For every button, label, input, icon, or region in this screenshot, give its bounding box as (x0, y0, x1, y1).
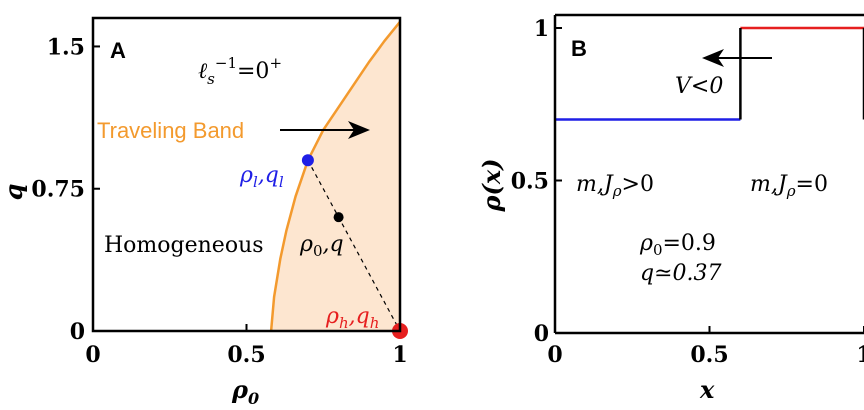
panel-label-a: A (110, 38, 126, 63)
y-tick-label-b: 0.5 (511, 169, 549, 195)
x-tick-label-a: 1 (392, 342, 407, 368)
x-axis-label-a: ρ0 (231, 375, 259, 408)
left-arrow-icon (702, 49, 772, 67)
panel-a: 0 0.5 1 0 0.75 1.5 A ℓs−1=0+ Traveling Band H… (0, 16, 408, 408)
homogeneous-label: Homogeneous (104, 233, 264, 258)
y-axis-label-b: ρ(x) (477, 159, 506, 213)
x-tick-label-b: 0.5 (690, 342, 728, 368)
ticks-b: 0 0.5 1 0 0.5 1 (511, 16, 864, 368)
low-point-label: ρl,ql (239, 163, 284, 191)
ticks-a: 0 0.5 1 0 0.75 1.5 (31, 34, 407, 368)
x-tick-label-a: 0 (85, 342, 100, 368)
rho0-label: ρ0=0.9 (639, 231, 716, 259)
panel-label-b: B (571, 36, 587, 61)
velocity-label: V<0 (675, 74, 723, 99)
phase-boundary-curve (269, 21, 401, 332)
x-tick-label-b: 0 (547, 342, 562, 368)
x-tick-label-a: 0.5 (227, 342, 265, 368)
y-tick-label-b: 0 (534, 321, 549, 347)
y-tick-label-a: 1.5 (47, 34, 85, 60)
mid-region-label: m,Jρ=0 (750, 172, 828, 200)
y-tick-label-a: 0 (70, 319, 85, 345)
y-tick-label-a: 0.75 (31, 177, 85, 203)
x-axis-label-b: x (699, 375, 715, 404)
y-tick-label-b: 1 (534, 16, 549, 42)
point-low-density (301, 154, 314, 167)
traveling-band-label: Traveling Band (97, 118, 244, 143)
point-mean-density (333, 212, 344, 223)
q-value-label: q≃0.37 (640, 261, 722, 286)
right-arrow-icon (280, 121, 370, 139)
x-tick-label-b: 1 (856, 342, 864, 368)
left-region-label: m,Jρ>0 (576, 172, 654, 200)
high-point-label: ρh,qh (325, 304, 379, 332)
tie-line (307, 159, 401, 332)
mid-point-label: ρ0,q (299, 232, 344, 260)
y-axis-label-a: q (0, 184, 28, 201)
traveling-band-region (271, 21, 400, 332)
param-label: ℓs−1=0+ (198, 54, 282, 88)
panel-b: 0 0.5 1 0 0.5 1 B V<0 m,Jρ>0 m,Jρ=0 ρ0=0.9 q≃… (477, 13, 864, 404)
